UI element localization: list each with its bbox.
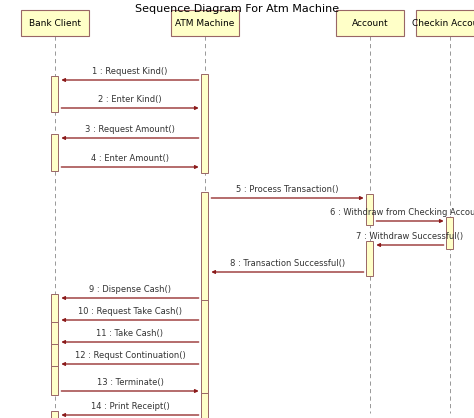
- Text: Bank Client: Bank Client: [29, 18, 81, 28]
- Text: 8 : Transaction Successful(): 8 : Transaction Successful(): [230, 259, 345, 268]
- Bar: [52, 294, 58, 324]
- Bar: [336, 10, 404, 36]
- Bar: [201, 393, 209, 418]
- Text: Sequence Diagram For Atm Machine: Sequence Diagram For Atm Machine: [135, 4, 339, 14]
- Bar: [52, 76, 58, 112]
- Bar: [201, 74, 209, 173]
- Bar: [21, 10, 89, 36]
- Bar: [52, 134, 58, 171]
- Text: 6 : Withdraw from Checking Account(): 6 : Withdraw from Checking Account(): [330, 208, 474, 217]
- Text: 10 : Request Take Cash(): 10 : Request Take Cash(): [78, 307, 182, 316]
- Bar: [201, 300, 209, 397]
- Text: ATM Machine: ATM Machine: [175, 18, 235, 28]
- Bar: [52, 411, 58, 418]
- Bar: [52, 344, 58, 368]
- Text: 2 : Enter Kind(): 2 : Enter Kind(): [98, 95, 162, 104]
- Text: 1 : Request Kind(): 1 : Request Kind(): [92, 67, 168, 76]
- Bar: [416, 10, 474, 36]
- Text: 12 : Requst Continuation(): 12 : Requst Continuation(): [74, 351, 185, 360]
- Bar: [52, 322, 58, 346]
- Bar: [447, 217, 454, 249]
- Text: Checkin Account: Checkin Account: [412, 18, 474, 28]
- Text: 4 : Enter Amount(): 4 : Enter Amount(): [91, 154, 169, 163]
- Text: 14 : Print Receipt(): 14 : Print Receipt(): [91, 402, 169, 411]
- Text: Account: Account: [352, 18, 388, 28]
- Bar: [171, 10, 239, 36]
- Text: 11 : Take Cash(): 11 : Take Cash(): [97, 329, 164, 338]
- Bar: [366, 194, 374, 225]
- Bar: [201, 192, 209, 304]
- Text: 5 : Process Transaction(): 5 : Process Transaction(): [236, 185, 339, 194]
- Text: 7 : Withdraw Successful(): 7 : Withdraw Successful(): [356, 232, 464, 241]
- Text: 9 : Dispense Cash(): 9 : Dispense Cash(): [89, 285, 171, 294]
- Bar: [52, 366, 58, 395]
- Text: 13 : Terminate(): 13 : Terminate(): [97, 378, 164, 387]
- Bar: [366, 241, 374, 276]
- Text: 3 : Request Amount(): 3 : Request Amount(): [85, 125, 175, 134]
